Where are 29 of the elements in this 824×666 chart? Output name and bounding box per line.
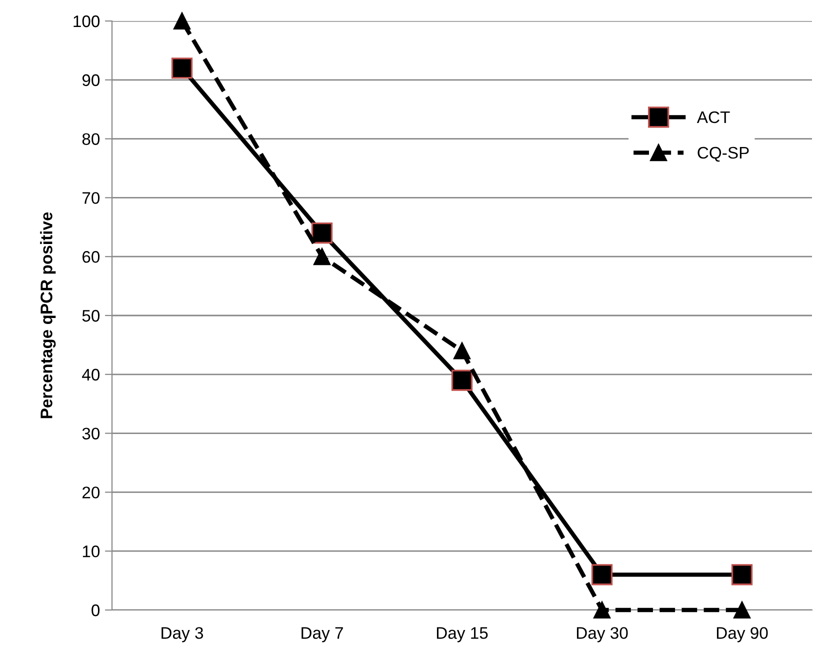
- point: [594, 602, 610, 618]
- x-tick-label: Day 15: [436, 627, 488, 642]
- legend-label: ACT: [696, 111, 730, 124]
- y-tick-label: 0: [92, 604, 100, 616]
- point: [314, 248, 330, 266]
- x-tick-label: Day 7: [302, 627, 343, 642]
- point: [451, 370, 473, 391]
- x-tick-label: Day 30: [576, 627, 628, 642]
- y-axis-title: Percentage qPCR positive: [40, 212, 56, 418]
- legend-label: CQ-SP: [698, 146, 749, 162]
- point: [311, 222, 333, 244]
- y-tick-label: 40: [82, 368, 100, 381]
- point: [171, 58, 193, 79]
- y-tick-label: 50: [82, 310, 100, 322]
- point: [174, 12, 190, 30]
- point: [731, 564, 753, 586]
- point: [734, 602, 750, 618]
- y-tick-label: 70: [82, 192, 100, 204]
- y-tick-label: 100: [74, 15, 100, 28]
- x-tick-label: Day 3: [162, 627, 204, 642]
- point: [591, 564, 613, 586]
- y-tick-label: 20: [82, 486, 100, 498]
- y-tick-label: 30: [82, 428, 100, 440]
- y-tick-label: 90: [82, 74, 100, 86]
- x-tick-label: Day 90: [716, 627, 768, 642]
- y-tick-label: 80: [82, 133, 100, 146]
- y-tick-label: 60: [82, 251, 100, 263]
- y-tick-label: 10: [82, 546, 100, 558]
- point: [454, 342, 470, 360]
